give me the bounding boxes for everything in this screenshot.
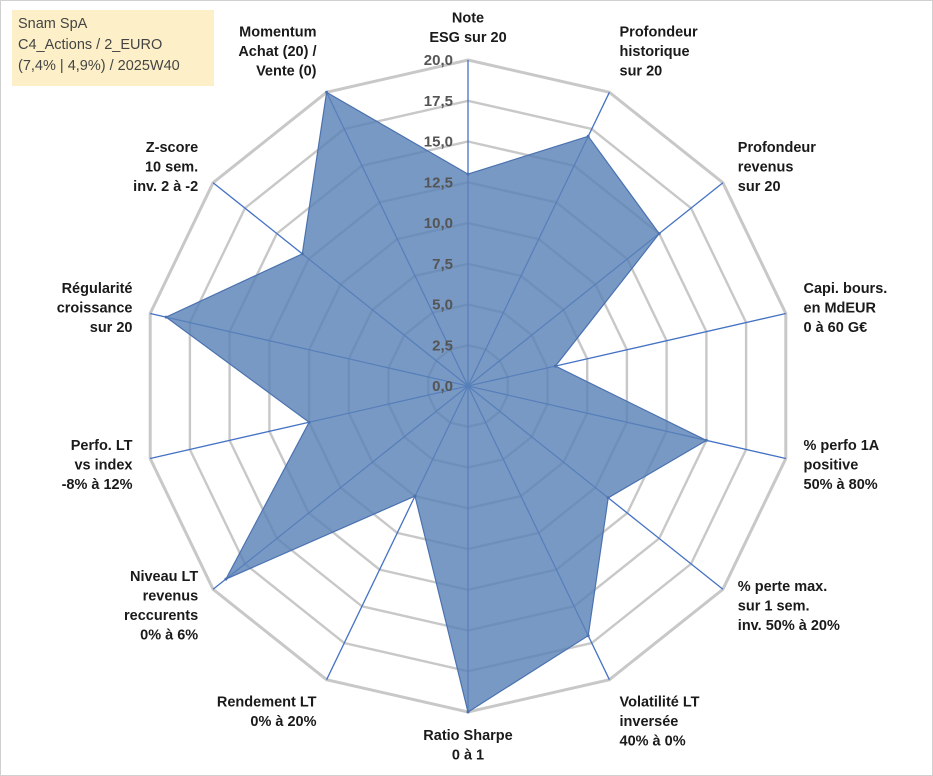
category-label-line: inv. 50% à 20% [738, 618, 840, 634]
category-label-line: -8% à 12% [62, 477, 133, 493]
category-label-line: sur 1 sem. [738, 599, 810, 615]
category-label-line: 40% à 0% [620, 733, 686, 749]
tick-label: 5,0 [432, 297, 453, 314]
category-label: Momentum Achat (20) / Vente (0) [238, 25, 316, 80]
category-label: % perte max. sur 1 sem. inv. 50% à 20% [738, 579, 840, 634]
category-label-line: croissance [57, 301, 133, 317]
category-label-line: 50% à 80% [804, 477, 878, 493]
data-point [553, 364, 557, 368]
tick-label: 12,5 [424, 174, 453, 191]
data-point [586, 134, 590, 138]
category-label: Profondeur historique sur 20 [620, 25, 698, 80]
category-label-line: Profondeur [738, 140, 816, 156]
category-label-line: Vente (0) [256, 64, 317, 80]
category-label-line: en MdEUR [804, 301, 877, 317]
category-label-line: reccurents [124, 608, 198, 624]
category-label-line: revenus [738, 160, 794, 176]
category-label-line: Perfo. LT [71, 438, 133, 454]
category-label-line: Capi. bours. [804, 281, 888, 297]
category-label: Volatilité LT inversée 40% à 0% [620, 694, 700, 749]
tick-label: 10,0 [424, 215, 453, 232]
category-label-line: % perte max. [738, 579, 827, 595]
category-label-line: Rendement LT [217, 694, 317, 710]
category-label-line: Achat (20) / [238, 44, 316, 60]
category-label: Profondeur revenus sur 20 [738, 140, 816, 195]
radar-series [164, 90, 708, 714]
tick-label: 20,0 [424, 52, 453, 69]
tick-label: 0,0 [432, 378, 453, 395]
info-stats: (7,4% | 4,9%) / 2025W40 [18, 58, 180, 74]
category-label: Capi. bours. en MdEUR 0 à 60 G€ [804, 281, 888, 336]
category-label-line: 0 à 1 [452, 748, 484, 764]
category-label-line: Ratio Sharpe [423, 728, 512, 744]
category-label: Régularité croissance sur 20 [57, 281, 133, 336]
category-label-line: 0 à 60 G€ [804, 320, 868, 336]
category-label-line: Profondeur [620, 25, 698, 41]
data-point [704, 438, 708, 442]
category-label-line: Régularité [62, 281, 133, 297]
category-label-line: Niveau LT [130, 569, 198, 585]
info-category: C4_Actions / 2_EURO [18, 37, 163, 53]
category-label-line: % perfo 1A [804, 438, 880, 454]
category-label: Z-score 10 sem. inv. 2 à -2 [133, 140, 198, 195]
category-label: Niveau LT revenus reccurents 0% à 6% [124, 569, 198, 644]
category-label-line: sur 20 [620, 64, 663, 80]
category-label-line: positive [804, 457, 859, 473]
category-label-line: 0% à 20% [250, 714, 316, 730]
category-label-line: 0% à 6% [140, 628, 198, 644]
category-label-line: ESG sur 20 [429, 30, 506, 46]
tick-label: 15,0 [424, 134, 453, 151]
category-label: % perfo 1A positive 50% à 80% [804, 438, 880, 493]
data-point [300, 252, 304, 256]
data-point [307, 420, 311, 424]
data-point [413, 494, 417, 498]
tick-label: 2,5 [432, 337, 453, 354]
category-label-line: revenus [143, 589, 199, 605]
category-label: Note ESG sur 20 [429, 11, 506, 47]
data-point [224, 577, 228, 581]
category-label-line: Z-score [146, 140, 198, 156]
category-label-line: Volatilité LT [620, 694, 700, 710]
data-point [325, 90, 329, 94]
data-point [657, 232, 661, 236]
info-box: Snam SpA C4_Actions / 2_EURO (7,4% | 4,9… [12, 10, 214, 86]
category-label-line: Note [452, 11, 484, 27]
category-label-line: sur 20 [738, 179, 781, 195]
data-point [586, 634, 590, 638]
category-label: Ratio Sharpe 0 à 1 [423, 728, 512, 764]
category-label-line: 10 sem. [145, 160, 198, 176]
category-label-line: Momentum [239, 25, 316, 41]
data-point [606, 496, 610, 500]
data-point [466, 172, 470, 176]
category-label-line: sur 20 [90, 320, 133, 336]
category-label-line: historique [620, 44, 690, 60]
category-label-line: inv. 2 à -2 [133, 179, 198, 195]
category-label: Rendement LT 0% à 20% [217, 694, 317, 730]
data-point [466, 710, 470, 714]
category-label-line: vs index [74, 457, 132, 473]
tick-label: 7,5 [432, 256, 453, 273]
category-labels: Note ESG sur 20 Profondeur historique sur 20… [57, 11, 888, 764]
data-point [164, 315, 168, 319]
category-label: Perfo. LT vs index -8% à 12% [62, 438, 133, 493]
category-label-line: inversée [620, 714, 679, 730]
tick-label: 17,5 [424, 93, 453, 110]
info-company-name: Snam SpA [18, 16, 88, 32]
radial-tick-labels: 0,0 2,5 5,0 7,5 10,0 12,5 15,0 17,5 20,0 [424, 52, 453, 395]
